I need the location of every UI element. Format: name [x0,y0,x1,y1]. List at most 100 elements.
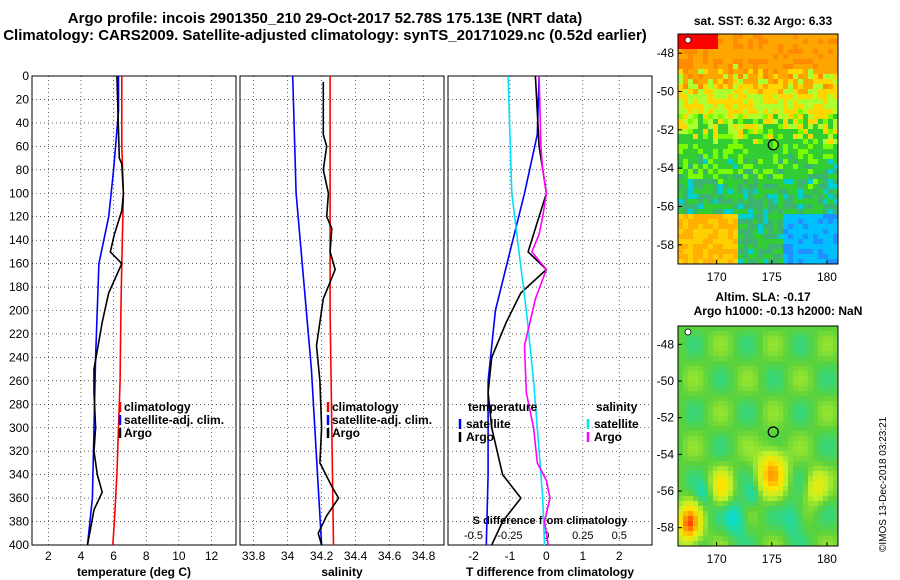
x-tick-label: -1 [505,549,516,563]
series-line-t-argo [487,75,548,546]
x-tick-label: 1 [579,549,586,563]
s-diff-tick-label: -0.25 [497,530,522,542]
x-tick-label: 4 [78,549,85,563]
x-tick-label: 2 [616,549,623,563]
x-tick-label: 2 [45,549,52,563]
x-axis-label: T difference from climatology [466,565,634,579]
y-tick-label: -58 [657,238,675,252]
s-diff-tick-label: 0.25 [572,530,593,542]
y-tick-label: 260 [9,374,29,388]
x-tick-label: 175 [762,552,782,566]
series-line-argo [315,81,340,546]
title-line-1: Argo profile: incois 2901350_210 29-Oct-… [67,10,583,27]
x-tick-label: 170 [707,270,727,284]
y-tick-label: 280 [9,397,29,411]
y-tick-label: -54 [657,161,675,175]
x-tick-label: 180 [817,552,837,566]
y-tick-label: 340 [9,468,29,482]
y-tick-label: 320 [9,444,29,458]
legend-label: Argo [466,430,494,444]
map-raster [678,34,839,265]
series-line-argo [86,75,125,546]
x-tick-label: 180 [817,270,837,284]
legend-label: Argo [594,430,622,444]
x-tick-label: 33.8 [242,549,266,563]
y-tick-label: -48 [657,337,675,351]
map-sla_map: -48 -50 -52 -54 -56 -58 170 175 180 [657,325,839,566]
y-tick-label: 140 [9,233,29,247]
y-tick-label: -48 [657,46,675,60]
y-tick-label: 180 [9,280,29,294]
island-marker [684,36,692,44]
x-tick-label: 0 [543,549,550,563]
y-tick-label: 220 [9,327,29,341]
y-tick-label: -52 [657,123,675,137]
y-tick-label: -56 [657,200,675,214]
s-diff-label: S difference from climatology [473,515,629,527]
y-tick-label: -54 [657,447,675,461]
x-tick-label: 34 [281,549,295,563]
y-tick-label: 100 [9,186,29,200]
s-diff-tick-label: 0.5 [612,530,627,542]
y-tick-label: -58 [657,521,675,535]
island-marker [684,328,692,336]
legend-label: satellite [466,417,511,431]
panel-difference: -2 -1 0 1 2 T difference from climatology S di… [447,75,653,579]
y-tick-label: 120 [9,210,29,224]
series-line-satellite-adj-clim- [291,75,323,546]
y-tick-label: -50 [657,374,675,388]
series-line-satellite-adj-clim- [86,76,120,546]
x-axis-label: temperature (deg C) [77,565,191,579]
legend-label: climatology [332,400,399,414]
series-line-s-argo [523,75,551,546]
argo-position-marker [767,139,779,151]
legend-heading: salinity [596,400,638,414]
y-tick-label: 0 [22,69,29,83]
y-tick-label: -56 [657,484,675,498]
series-line-t-satellite [485,75,540,546]
map-sst_map: -48 -50 -52 -54 -56 -58 170 175 180 [657,33,839,284]
x-tick-label: 12 [205,549,219,563]
map-frame [677,325,839,547]
y-tick-label: 400 [9,538,29,552]
y-tick-label: 40 [16,116,30,130]
legend-label: climatology [124,400,191,414]
y-tick-label: 240 [9,350,29,364]
x-tick-label: 175 [762,270,782,284]
panel-frame [239,75,445,546]
x-tick-label: 170 [707,552,727,566]
argo-position-marker [767,426,779,438]
series-line-s-satellite [507,75,546,546]
x-tick-label: -2 [468,549,479,563]
legend-label: Argo [332,426,360,440]
y-tick-label: -52 [657,411,675,425]
panel-frame [31,75,237,546]
legend-label: satellite-adj. clim. [332,413,432,427]
x-tick-label: 10 [172,549,186,563]
y-tick-label: 20 [16,92,30,106]
sst-map-title: sat. SST: 6.32 Argo: 6.33 [693,14,833,28]
x-tick-label: 6 [110,549,117,563]
legend-heading: temperature [468,400,538,414]
y-tick-label: 60 [16,139,30,153]
panel-salinity: 33.8 34 34.2 34.4 34.6 34.8 salinity climatolog… [239,75,445,579]
y-tick-label: 380 [9,515,29,529]
y-tick-label: 300 [9,421,29,435]
sla-map-title-1: Altim. SLA: -0.17 [715,290,811,304]
title-line-2: Climatology: CARS2009. Satellite-adjuste… [3,27,647,44]
x-tick-label: 34.8 [412,549,436,563]
x-tick-label: 34.4 [344,549,368,563]
x-axis-label: salinity [321,565,363,579]
map-frame [677,33,839,265]
y-tick-label: 160 [9,257,29,271]
legend-label: Argo [124,426,152,440]
map-raster [678,326,839,547]
x-tick-label: 34.2 [310,549,334,563]
panel-frame [447,75,653,546]
y-tick-label: 360 [9,491,29,505]
s-diff-tick-label: -0.5 [464,530,483,542]
y-tick-label: 200 [9,304,29,318]
y-tick-label: 80 [16,163,30,177]
x-tick-label: 8 [143,549,150,563]
